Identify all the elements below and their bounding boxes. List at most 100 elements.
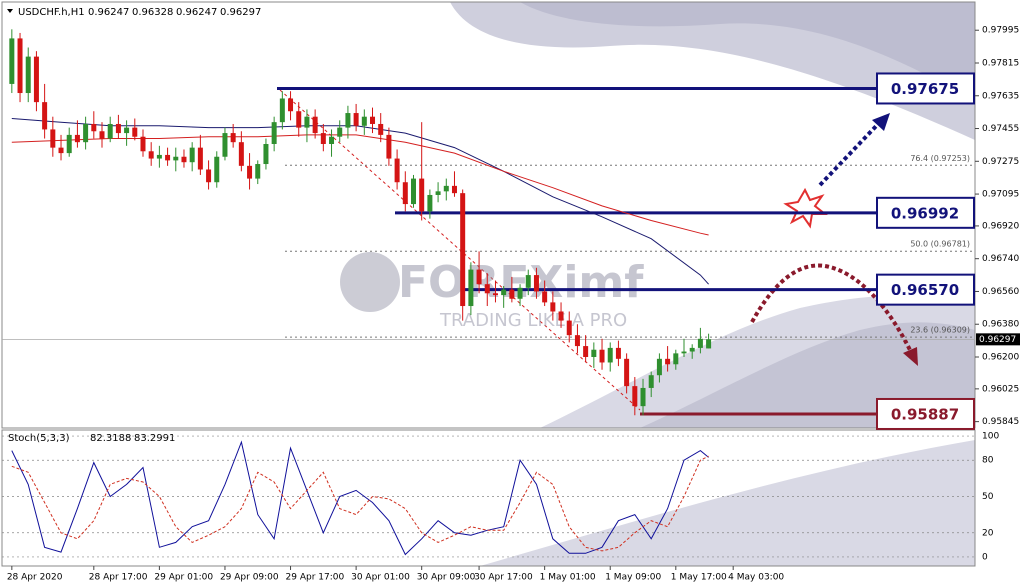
x-tick-label: 28 Apr 17:00 — [89, 573, 148, 583]
candle-body — [296, 111, 302, 128]
candle-body — [9, 38, 15, 84]
candle-body — [50, 129, 56, 148]
symbol: USDCHF.h,H1 — [18, 7, 85, 18]
level-label: 0.97675 — [891, 80, 959, 98]
candle-body — [304, 116, 310, 128]
candle-body — [451, 185, 457, 194]
candle-body — [91, 123, 97, 132]
y-tick-label: 0.97275 — [982, 157, 1019, 167]
y-tick-label: 0.97995 — [982, 26, 1019, 36]
candle-body — [17, 38, 23, 94]
candle-body — [279, 98, 285, 123]
candle-body — [189, 147, 195, 163]
candle-body — [476, 269, 482, 285]
y-tick-label: 50 — [982, 492, 994, 502]
arrow-down — [750, 263, 912, 351]
candle-body — [484, 284, 490, 294]
candle-body — [33, 56, 39, 103]
candle-body — [107, 123, 113, 139]
y-tick-label: 0.96380 — [982, 320, 1019, 330]
candle-body — [697, 338, 703, 348]
y-tick-label: 80 — [982, 456, 994, 466]
header-low: 0.96247 — [176, 7, 217, 18]
fib-label: 23.6 (0.96309) — [910, 326, 970, 335]
stoch-title: Stoch(5,3,3) — [8, 433, 70, 444]
x-tick-label: 30 Apr 09:00 — [417, 573, 476, 583]
stoch-line — [11, 440, 709, 556]
candle-body — [320, 133, 326, 144]
candle-body — [337, 127, 343, 137]
candle-body — [378, 123, 384, 135]
candle-body — [329, 136, 335, 144]
candle-body — [370, 116, 376, 124]
candle-body — [525, 275, 531, 288]
candle-body — [115, 123, 121, 134]
candle-body — [394, 158, 400, 183]
candle-body — [689, 347, 695, 352]
candle-body — [640, 387, 646, 407]
candle-body — [665, 358, 671, 365]
candle-body — [533, 275, 539, 292]
candle-body — [443, 185, 449, 192]
level-label: 0.96992 — [891, 204, 959, 222]
candle-body — [402, 182, 408, 205]
candle-body — [492, 293, 498, 296]
candle-body — [468, 269, 474, 307]
candle-body — [83, 123, 89, 143]
watermark-tagline: TRADING LIKE A PRO — [439, 310, 627, 331]
arrow-head — [872, 113, 890, 131]
candle-body — [599, 349, 605, 363]
candle-body — [238, 142, 244, 166]
x-tick-label: 28 Apr 2020 — [7, 573, 63, 583]
candle-body — [263, 144, 269, 165]
x-tick-label: 30 Apr 17:00 — [474, 573, 533, 583]
y-tick-label: 0.96920 — [982, 221, 1019, 231]
candle-body — [583, 346, 589, 357]
candle-body — [656, 358, 662, 376]
y-tick-label: 0.97635 — [982, 91, 1019, 101]
candle-body — [181, 156, 187, 163]
candle-body — [542, 291, 548, 303]
level-box — [876, 273, 975, 306]
level-box — [876, 72, 975, 105]
candle-body — [361, 116, 367, 126]
candle-body — [558, 311, 564, 321]
candle-body — [460, 193, 466, 307]
y-tick-label: 0.96740 — [982, 254, 1019, 264]
last-price-box — [976, 333, 1020, 346]
candle-body — [197, 147, 203, 170]
level-box — [876, 196, 975, 229]
candle-body — [419, 178, 425, 212]
candle-body — [230, 133, 236, 143]
x-tick-label: 1 May 09:00 — [605, 573, 661, 583]
candle-body — [206, 169, 212, 183]
candle-body — [66, 134, 72, 154]
burst — [783, 187, 828, 229]
candle-body — [156, 154, 162, 159]
level-box — [876, 397, 975, 430]
menu-triangle — [7, 9, 13, 13]
candle-body — [607, 347, 613, 363]
candle-body — [386, 134, 392, 159]
candle-body — [501, 289, 507, 296]
candle-body — [615, 347, 621, 359]
candle-body — [353, 113, 359, 126]
y-tick-label: 0.95845 — [982, 417, 1019, 427]
candle-body — [25, 56, 31, 94]
watermark-logo — [340, 252, 400, 312]
candle-body — [255, 164, 261, 179]
x-tick-label: 29 Apr 09:00 — [220, 573, 279, 583]
candle-body — [312, 116, 318, 134]
y-tick-label: 0.96025 — [982, 384, 1019, 394]
candle-body — [271, 122, 277, 144]
stoch-main-value: 82.3188 — [90, 433, 131, 444]
candle-body — [58, 147, 64, 154]
x-tick-label: 29 Apr 17:00 — [286, 573, 345, 583]
x-tick-label: 4 May 03:00 — [728, 573, 784, 583]
shade — [480, 440, 975, 566]
candle-body — [509, 289, 515, 299]
header-close: 0.96297 — [220, 7, 261, 18]
candle-body — [435, 191, 441, 195]
candle-body — [706, 339, 712, 349]
